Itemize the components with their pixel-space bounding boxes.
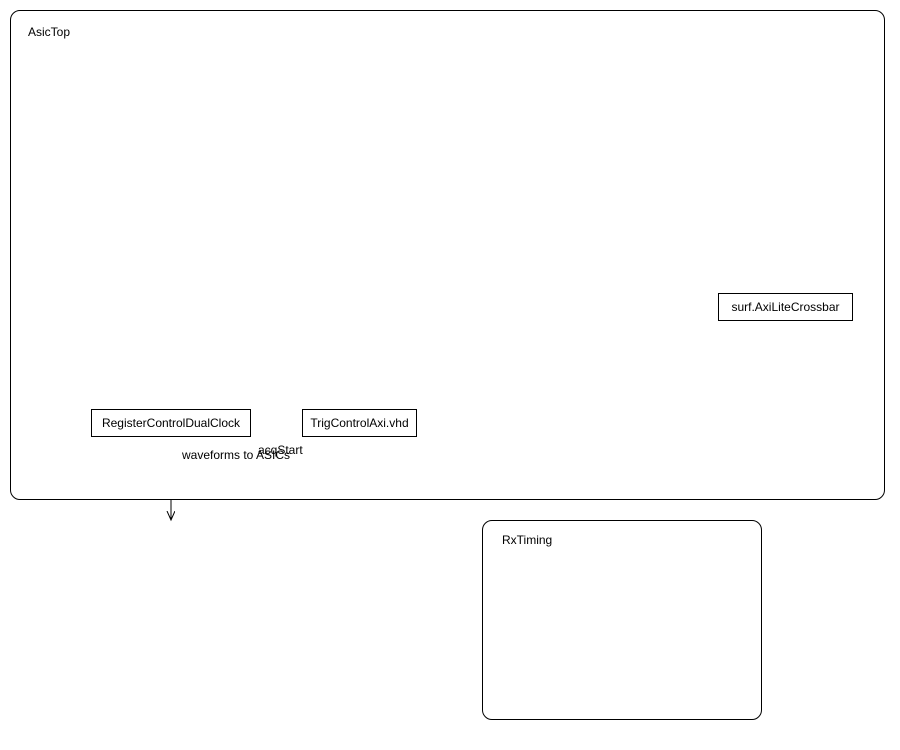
node-regctrl: RegisterControlDualClock [91, 409, 251, 437]
node-crossbar: surf.AxiLiteCrossbar [718, 293, 853, 321]
node-label-crossbar: surf.AxiLiteCrossbar [731, 300, 839, 314]
container-rxtiming [482, 520, 762, 720]
container-label-rxtiming: RxTiming [502, 533, 552, 547]
node-label-regctrl: RegisterControlDualClock [102, 416, 240, 430]
container-label-asictop: AsicTop [28, 25, 70, 39]
edge-label-reg-down: waveforms to ASICs [182, 448, 290, 462]
node-trigctrl: TrigControlAxi.vhd [302, 409, 417, 437]
node-label-trigctrl: TrigControlAxi.vhd [310, 416, 408, 430]
